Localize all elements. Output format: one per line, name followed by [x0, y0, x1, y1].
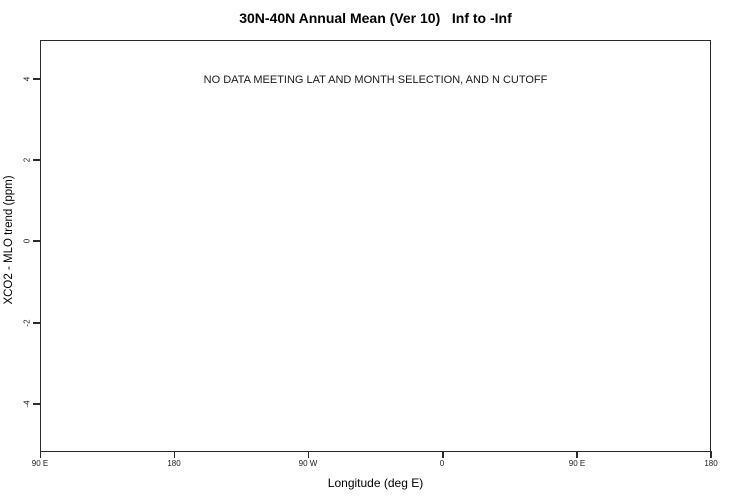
y-axis-tick-label: 4: [22, 76, 32, 82]
no-data-message: NO DATA MEETING LAT AND MONTH SELECTION,…: [203, 74, 548, 86]
chart-title: 30N-40N Annual Mean (Ver 10) Inf to -Inf: [239, 10, 512, 26]
x-axis-tick-label: 180: [167, 459, 181, 468]
x-axis-tick-label: 180: [704, 459, 718, 468]
y-axis-tick-label: -2: [22, 319, 32, 327]
x-axis-tick-label: 0: [439, 459, 445, 468]
y-axis-tick: [33, 159, 40, 161]
x-axis-tick-label: 90 W: [298, 459, 318, 468]
x-axis-tick: [39, 451, 41, 458]
y-axis-tick: [33, 78, 40, 80]
y-axis-tick: [33, 322, 40, 324]
y-axis-tick-label: 2: [22, 157, 32, 163]
y-axis-title: XCO2 - MLO trend (ppm): [3, 175, 15, 305]
x-axis-tick-label: 90 E: [568, 459, 586, 468]
x-axis-tick-label: 90 E: [31, 459, 49, 468]
x-axis-title: Longitude (deg E): [327, 476, 424, 490]
y-axis-tick-label: 0: [22, 238, 32, 244]
x-axis-tick: [576, 451, 578, 458]
y-axis-tick-label: -4: [22, 400, 32, 408]
y-axis-tick: [33, 240, 40, 242]
plot-area: NO DATA MEETING LAT AND MONTH SELECTION,…: [40, 40, 711, 452]
x-axis-tick: [307, 451, 309, 458]
y-axis-tick: [33, 403, 40, 405]
x-axis-tick: [710, 451, 712, 458]
x-axis-tick: [442, 451, 444, 458]
x-axis-tick: [173, 451, 175, 458]
